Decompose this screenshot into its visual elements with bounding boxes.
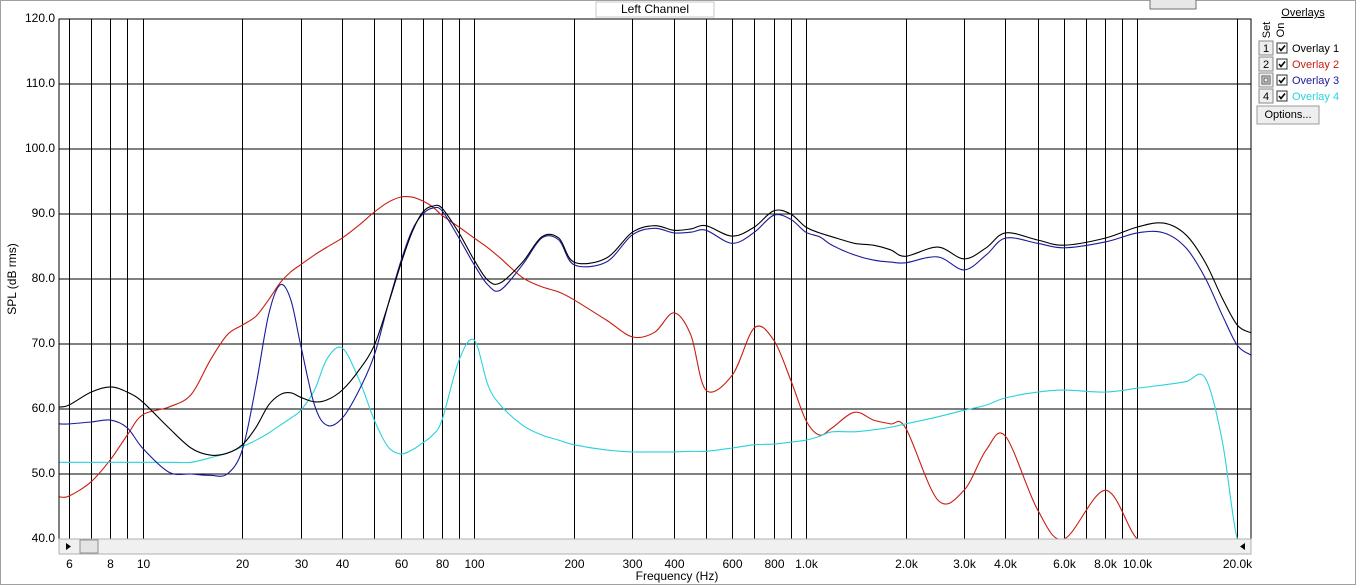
set-button (1258, 40, 1274, 56)
chart-title: Left Channel (621, 2, 689, 16)
set-button (1258, 88, 1274, 104)
y-tick-label: 70.0 (32, 336, 56, 350)
x-tick-label: 30 (295, 557, 309, 571)
panel-title: Overlays (1281, 7, 1325, 19)
set-header: Set (1261, 22, 1273, 39)
x-tick-label: 60 (395, 557, 409, 571)
checkmark (1278, 45, 1286, 52)
x-tick-label: 6 (66, 557, 73, 571)
legend-label: Overlay 2 (1292, 59, 1339, 71)
set-button-label: 4 (1263, 91, 1269, 103)
y-tick-label: 80.0 (32, 271, 56, 285)
y-tick-label: 110.0 (26, 76, 55, 90)
checkmark (1278, 61, 1286, 68)
x-tick-label: 20.0k (1223, 557, 1253, 571)
options-label: Options... (1264, 109, 1311, 121)
x-axis-label: Frequency (Hz) (636, 569, 719, 583)
series-line (59, 195, 1251, 539)
stop-button[interactable] (1149, 0, 1197, 10)
x-tick-label: 10 (137, 557, 151, 571)
scroll-right[interactable] (1240, 543, 1245, 550)
scrollbar (58, 538, 1252, 555)
x-tick-label: 1.0k (795, 557, 819, 571)
x-tick-label: 100 (464, 557, 484, 571)
title-box (595, 1, 715, 18)
legend-label: Overlay 4 (1292, 91, 1339, 103)
set-button (1258, 72, 1274, 88)
x-tick-label: 80 (436, 557, 450, 571)
checkmark (1278, 93, 1286, 100)
scroll-left[interactable] (66, 543, 71, 550)
set-button-label: 1 (1263, 43, 1269, 55)
y-tick-label: 60.0 (32, 401, 56, 415)
x-tick-label: 20 (236, 557, 250, 571)
x-tick-label: 3.0k (953, 557, 977, 571)
y-tick-label: 120.0 (25, 11, 55, 25)
x-tick-label: 4.0k (994, 557, 1018, 571)
y-tick-label: 90.0 (32, 206, 56, 220)
x-tick-label: 8.0k (1094, 557, 1118, 571)
scroll-track[interactable] (58, 538, 1252, 555)
x-tick-label: 40 (336, 557, 350, 571)
x-tick-label: 10.0k (1123, 557, 1153, 571)
x-tick-label: 200 (564, 557, 584, 571)
x-tick-label: 600 (722, 557, 742, 571)
x-tick-label: 8 (107, 557, 114, 571)
scroll-thumb[interactable] (79, 539, 99, 554)
x-tick-label: 800 (764, 557, 784, 571)
legend-label: Overlay 3 (1292, 75, 1339, 87)
x-tick-label: 300 (622, 557, 642, 571)
legend-label: Overlay 1 (1292, 43, 1339, 55)
x-tick-label: 2.0k (895, 557, 919, 571)
set-button-label: 2 (1263, 59, 1269, 71)
x-tick-label: 6.0k (1053, 557, 1077, 571)
set-button-icon (1261, 75, 1271, 85)
series-line (59, 338, 1251, 539)
on-header: On (1275, 23, 1287, 38)
y-axis-label: SPL (dB rms) (5, 243, 19, 315)
series-line (59, 206, 1251, 477)
set-button (1258, 56, 1274, 72)
checkmark (1278, 77, 1286, 84)
series-line (59, 204, 1251, 456)
options-button[interactable] (1256, 105, 1320, 125)
y-tick-label: 40.0 (32, 531, 56, 545)
y-tick-label: 100.0 (25, 141, 55, 155)
x-tick-label: 400 (664, 557, 684, 571)
y-tick-label: 50.0 (32, 466, 56, 480)
